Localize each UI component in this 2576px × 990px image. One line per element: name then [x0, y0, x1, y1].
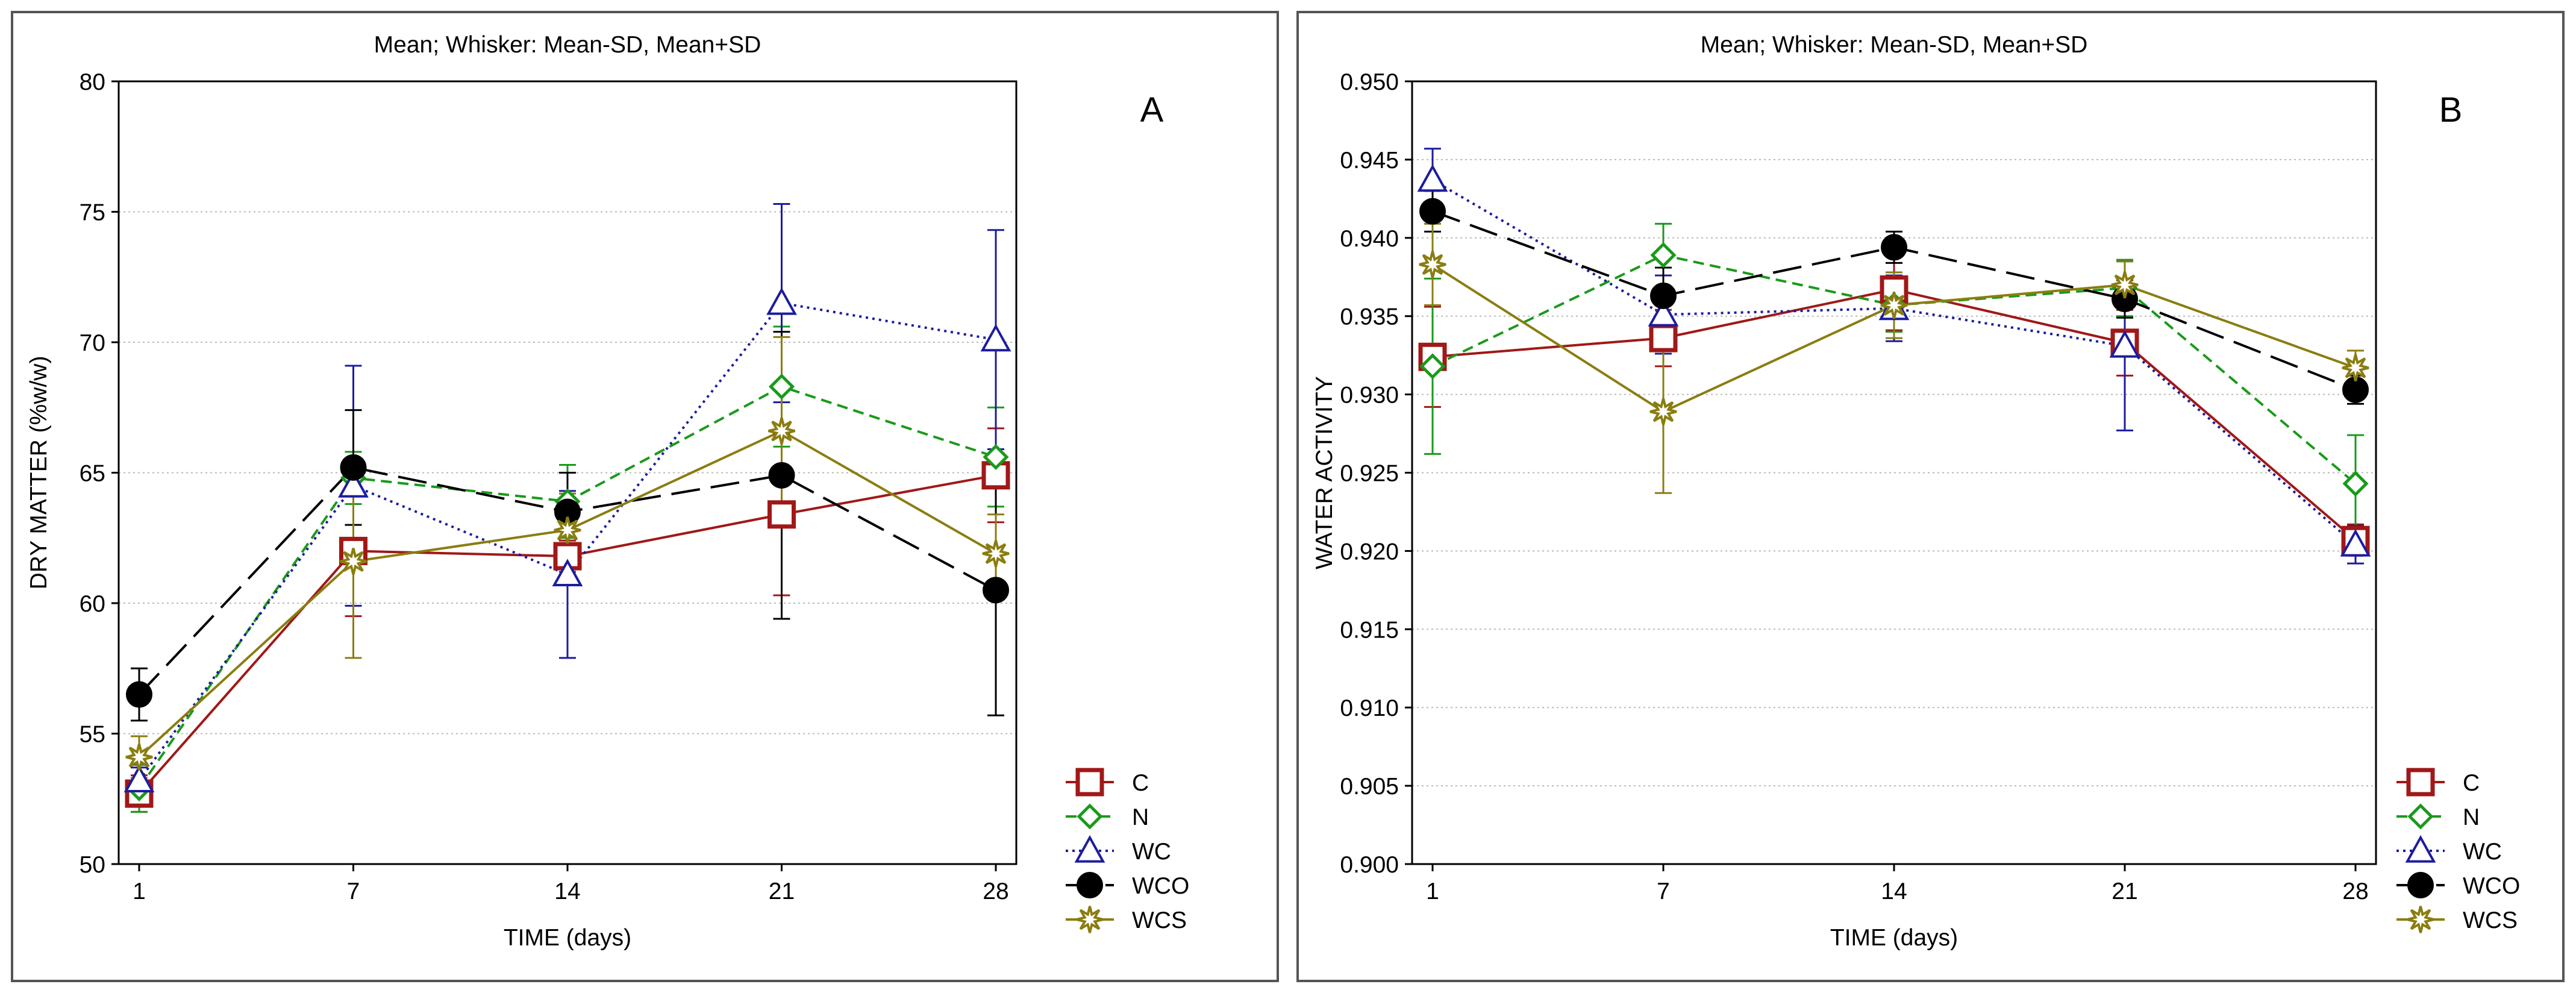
legend-label-wcs: WCS [1132, 907, 1187, 933]
data-point-n [2342, 471, 2369, 497]
chart-title: Mean; Whisker: Mean-SD, Mean+SD [374, 32, 761, 58]
y-tick-label: 0.900 [1340, 852, 1399, 878]
y-tick-label: 0.915 [1340, 617, 1399, 643]
panel-label: B [2439, 90, 2463, 130]
x-tick-label: 1 [1426, 879, 1439, 904]
y-tick-label: 75 [80, 200, 105, 226]
chart-panel-a: 50 55 60 65 70 75 80 1 7 14 21 28 Mean; Whisker: Mea… [11, 11, 1279, 982]
data-point-wco [1881, 234, 1907, 261]
data-point-wco [340, 454, 367, 481]
x-tick-label: 7 [347, 879, 360, 904]
x-tick-label: 28 [983, 879, 1008, 904]
legend-marker-wc [2405, 835, 2436, 863]
data-point-c [767, 500, 796, 529]
legend-label-c: C [2463, 770, 2480, 796]
legend-marker-n [1077, 803, 1103, 830]
data-point-wcs [768, 417, 795, 445]
y-tick-label: 0.930 [1340, 383, 1399, 409]
x-tick-label: 7 [1657, 879, 1670, 904]
y-tick-label: 0.920 [1340, 539, 1399, 565]
legend-label-wco: WCO [2463, 873, 2520, 899]
data-point-wco [126, 681, 152, 708]
data-point-wcs [982, 540, 1010, 568]
data-point-wcs [1880, 292, 1908, 319]
data-point-wc [123, 765, 155, 793]
y-tick-label: 0.940 [1340, 226, 1399, 252]
x-tick-label: 28 [2342, 879, 2368, 904]
legend-marker-wcs [1076, 906, 1104, 933]
data-point-wcs [125, 744, 153, 771]
chart-panel-b: 0.900 0.905 0.910 0.915 0.920 0.925 0.930 0.935… [1296, 11, 2565, 982]
chart-a-svg: 50 55 60 65 70 75 80 1 7 14 21 28 Mean; Whisker: Mea… [26, 32, 1189, 951]
legend-label-wc: WC [1132, 839, 1171, 865]
data-point-wco [983, 577, 1009, 604]
x-axis-title: TIME (days) [1830, 925, 1958, 951]
legend-label-n: N [1132, 804, 1149, 830]
legend-marker-wco [2407, 872, 2434, 898]
data-point-c [1649, 324, 1678, 352]
x-tick-label: 21 [2112, 879, 2137, 904]
legend-marker-c [1075, 768, 1104, 797]
y-axis-title: DRY MATTER (%w/w) [26, 356, 52, 590]
data-point-wcs [1419, 251, 1446, 278]
data-point-wc [980, 324, 1011, 352]
chart-title: Mean; Whisker: Mean-SD, Mean+SD [1701, 32, 2088, 58]
y-axis-title: WATER ACTIVITY [1311, 376, 1337, 569]
data-point-wcs [2111, 271, 2139, 299]
legend-label-wcs: WCS [2463, 907, 2518, 933]
x-tick-label: 21 [769, 879, 795, 904]
x-tick-label: 1 [133, 879, 146, 904]
panel-label: A [1140, 90, 1164, 130]
data-point-wcs [2342, 354, 2369, 381]
data-point-wc [2340, 528, 2371, 557]
legend-label-wc: WC [2463, 839, 2502, 865]
series-line-wc [138, 301, 996, 782]
data-point-n [1650, 242, 1677, 268]
data-point-wc [552, 559, 583, 586]
data-point-wcs [1649, 398, 1677, 425]
y-tick-label: 65 [80, 461, 105, 487]
data-point-wc [1648, 298, 1679, 327]
data-point-wcs [340, 548, 367, 575]
y-tick-label: 60 [80, 591, 105, 617]
y-tick-label: 55 [80, 722, 105, 748]
legend-label-n: N [2463, 804, 2480, 830]
data-point-wcs [554, 516, 581, 544]
data-point-wc [338, 470, 369, 498]
x-axis-title: TIME (days) [504, 925, 631, 951]
chart-b-svg: 0.900 0.905 0.910 0.915 0.920 0.925 0.930 0.935… [1311, 32, 2520, 951]
y-tick-label: 70 [80, 330, 105, 356]
y-tick-label: 0.905 [1340, 774, 1399, 800]
x-tick-label: 14 [554, 879, 580, 904]
legend-marker-wc [1074, 835, 1105, 863]
y-tick-label: 80 [80, 69, 105, 95]
data-point-wc [766, 287, 797, 315]
legend-marker-n [2407, 803, 2434, 830]
legend-label-wco: WCO [1132, 873, 1189, 899]
y-tick-label: 50 [80, 852, 105, 878]
data-point-wco [768, 462, 795, 489]
y-tick-label: 0.925 [1340, 461, 1399, 487]
data-point-n [1419, 353, 1446, 380]
y-tick-label: 0.935 [1340, 304, 1399, 330]
data-point-wco [1650, 282, 1677, 309]
y-tick-label: 0.945 [1340, 148, 1399, 174]
y-tick-label: 0.950 [1340, 69, 1399, 95]
x-tick-label: 14 [1881, 879, 1907, 904]
legend-marker-wco [1077, 872, 1103, 898]
data-point-wc [1417, 164, 1448, 192]
data-point-n [768, 374, 795, 400]
legend-label-c: C [1132, 770, 1149, 796]
data-point-wco [1419, 198, 1446, 225]
y-tick-label: 0.910 [1340, 695, 1399, 721]
legend-marker-wcs [2407, 906, 2434, 933]
legend-marker-c [2406, 768, 2435, 797]
data-point-wc [2109, 330, 2140, 358]
data-point-n [983, 443, 1009, 471]
